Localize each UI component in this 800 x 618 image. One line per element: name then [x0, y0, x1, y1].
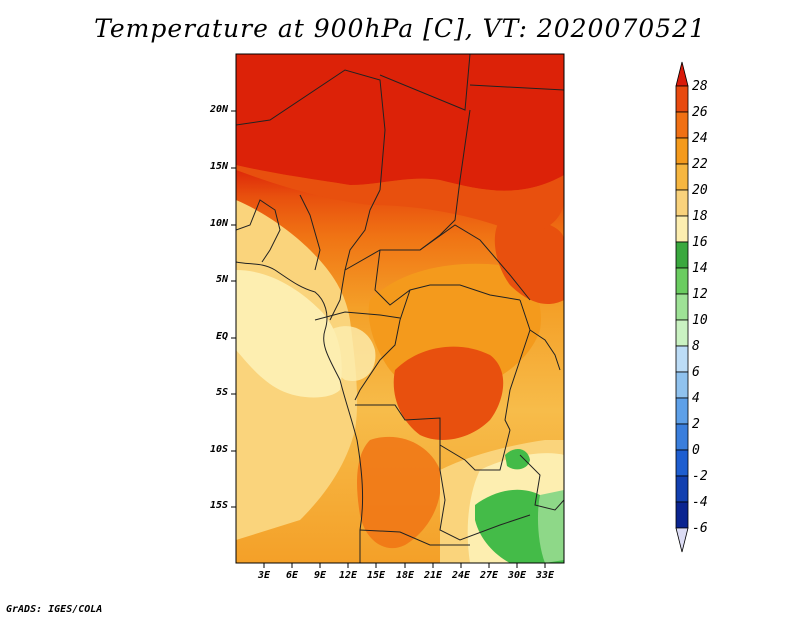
colorbar-label: 2: [692, 417, 700, 432]
border-n: [236, 199, 281, 263]
lon-label-27e: 27E: [479, 570, 499, 581]
colorbar-label: 22: [692, 157, 708, 172]
colorbar-segment: [675, 423, 689, 451]
colorbar-segment: [675, 241, 689, 269]
colorbar-segment: [675, 397, 689, 425]
colorbar-label: 4: [692, 391, 700, 406]
colorbar-segment: [675, 449, 689, 477]
border-p: [529, 329, 561, 371]
colorbar-label: 10: [692, 313, 708, 328]
colorbar-segment: [675, 163, 689, 191]
lon-label-18e: 18E: [395, 570, 415, 581]
coastline-west: [236, 261, 364, 563]
colorbar-label: 0: [692, 443, 700, 458]
lon-label-15e: 15E: [366, 570, 386, 581]
colorbar-segment: [675, 215, 689, 243]
border-l: [359, 529, 470, 546]
temperature-field: [236, 54, 564, 563]
lon-label-3e: 3E: [257, 570, 271, 581]
field-north-red: [236, 54, 564, 169]
colorbar-segment: [675, 371, 689, 399]
lon-label-21e: 21E: [423, 570, 443, 581]
colorbar-label: 18: [692, 209, 708, 224]
border-e: [329, 189, 381, 321]
map-frame: [235, 53, 565, 564]
colorbar-label: 6: [692, 365, 700, 380]
lon-label-24e: 24E: [451, 570, 471, 581]
lon-label-12e: 12E: [338, 570, 358, 581]
field-green-light: [537, 490, 564, 563]
lat-label-20n: 20N: [209, 104, 228, 115]
border-m: [314, 311, 401, 321]
lat-label-15n: 15N: [209, 161, 228, 172]
lat-label-eq: EQ: [215, 331, 228, 342]
colorbar-segment: [675, 345, 689, 373]
border-h: [354, 289, 411, 401]
colorbar-segment: [675, 85, 689, 113]
colorbar-segment: [675, 267, 689, 295]
colorbar-segment: [675, 111, 689, 139]
border-q: [519, 454, 564, 511]
lat-label-10s: 10S: [209, 444, 228, 455]
border-a: [236, 69, 386, 191]
colorbar-segment: [675, 189, 689, 217]
credit-text: GrADS: IGES/COLA: [6, 604, 103, 615]
lat-label-5n: 5N: [215, 274, 228, 285]
field-gulf-cream: [236, 270, 342, 398]
field-east-orange: [494, 218, 564, 305]
lon-label-9e: 9E: [313, 570, 327, 581]
colorbar-label: 24: [692, 131, 708, 146]
border-o: [299, 194, 321, 271]
border-i: [504, 299, 531, 431]
colorbar-label: -2: [692, 469, 708, 484]
colorbar-label: -4: [692, 495, 708, 510]
colorbar-bottom-arrow: [675, 527, 689, 553]
border-b: [379, 54, 471, 111]
lon-label-30e: 30E: [507, 570, 527, 581]
colorbar-label: 8: [692, 339, 700, 354]
field-sahel-deep: [236, 165, 564, 233]
lat-ticks: [231, 110, 236, 508]
colorbar-top-arrow: [675, 61, 689, 87]
field-south-orange: [357, 436, 441, 549]
colorbar-label: -6: [692, 521, 708, 536]
lon-label-33e: 33E: [535, 570, 555, 581]
border-c: [469, 84, 564, 91]
country-borders: [236, 54, 564, 563]
colorbar-segment: [675, 137, 689, 165]
colorbar-segment: [675, 475, 689, 503]
colorbar-segment: [675, 501, 689, 529]
colorbar-label: 16: [692, 235, 708, 250]
colorbar-label: 26: [692, 105, 708, 120]
lon-label-6e: 6E: [285, 570, 299, 581]
colorbar-label: 14: [692, 261, 708, 276]
colorbar-label: 20: [692, 183, 708, 198]
border-g: [374, 249, 521, 306]
field-congo-deep: [393, 346, 504, 440]
field-central-cream: [328, 326, 376, 381]
lat-label-15s: 15S: [209, 500, 228, 511]
border-k: [439, 445, 531, 541]
colorbar-label: 12: [692, 287, 708, 302]
lat-label-5s: 5S: [215, 387, 228, 398]
colorbar-label: 28: [692, 79, 708, 94]
field-sahel-red: [236, 160, 564, 191]
map-title: Temperature at 900hPa [C], VT: 202007052…: [94, 14, 706, 43]
lat-label-10n: 10N: [209, 218, 228, 229]
field-lake-green: [505, 448, 530, 470]
colorbar-segment: [675, 319, 689, 347]
colorbar: [675, 61, 689, 553]
colorbar-segment: [675, 293, 689, 321]
lon-ticks: [263, 563, 546, 568]
